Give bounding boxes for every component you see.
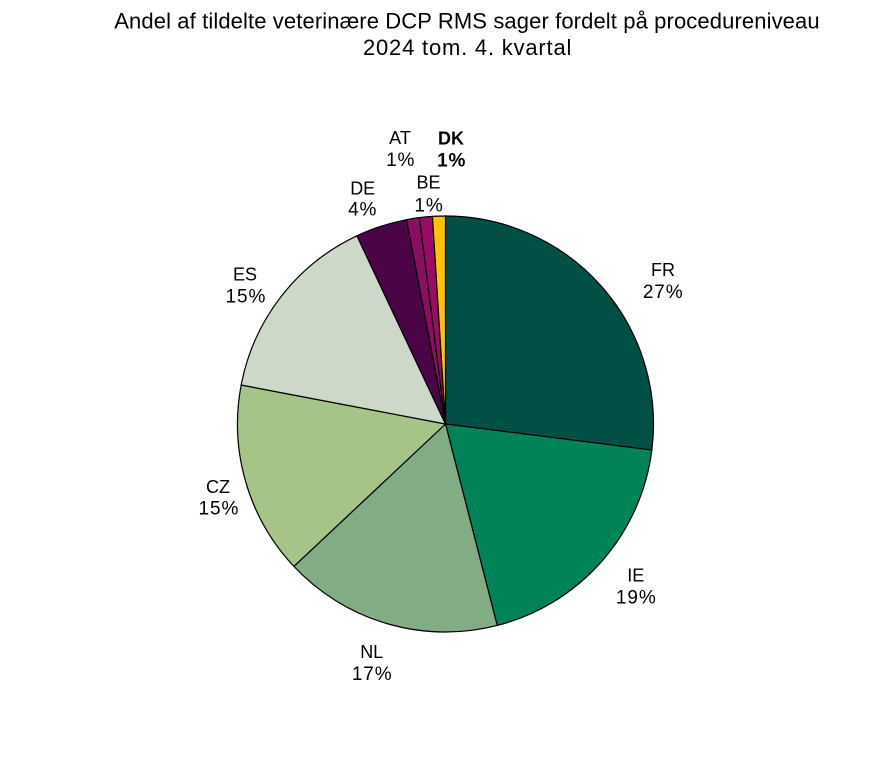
svg-text:BE: BE <box>416 172 440 192</box>
svg-text:4%: 4% <box>348 200 377 221</box>
svg-text:ES: ES <box>233 264 257 284</box>
svg-text:DE: DE <box>350 178 375 198</box>
svg-text:1%: 1% <box>414 195 443 216</box>
svg-text:27%: 27% <box>643 282 684 303</box>
svg-text:15%: 15% <box>226 286 267 307</box>
svg-text:FR: FR <box>651 260 675 280</box>
svg-text:1%: 1% <box>437 151 466 172</box>
svg-text:IE: IE <box>627 566 644 586</box>
svg-text:1%: 1% <box>386 150 415 171</box>
svg-text:15%: 15% <box>199 498 240 519</box>
svg-text:CZ: CZ <box>206 477 230 497</box>
svg-text:AT: AT <box>389 128 411 148</box>
svg-text:2024 tom. 4. kvartal: 2024 tom. 4. kvartal <box>363 35 572 60</box>
svg-text:17%: 17% <box>352 664 393 685</box>
svg-text:NL: NL <box>360 642 383 662</box>
svg-text:19%: 19% <box>616 587 657 608</box>
svg-text:DK: DK <box>438 128 464 148</box>
svg-text:Andel af tildelte veterinære D: Andel af tildelte veterinære DCP RMS sag… <box>114 9 819 34</box>
